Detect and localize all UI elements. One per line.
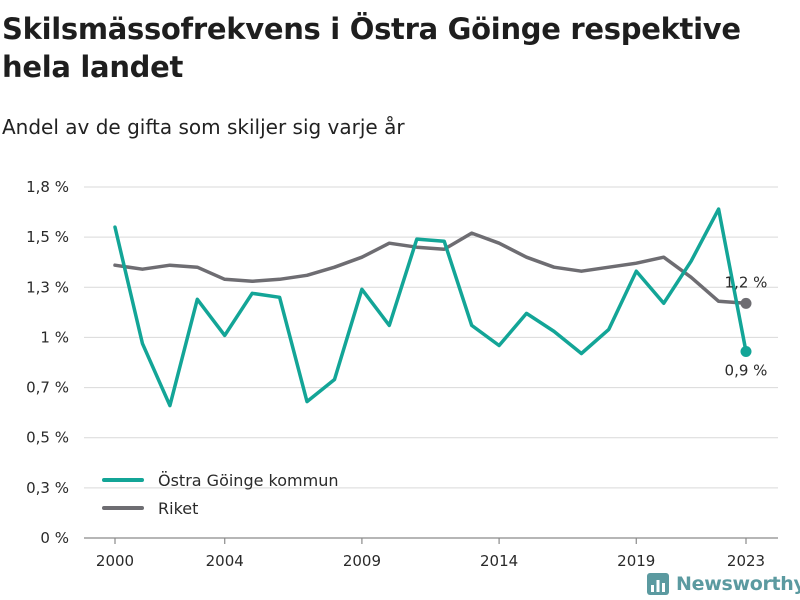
series-lines [113, 207, 752, 408]
y-tick-label: 1,8 % [26, 178, 69, 196]
grid-lines [84, 186, 778, 489]
legend-label: Riket [158, 499, 198, 518]
series-end-label: 1,2 % [725, 273, 768, 291]
y-tick-label: 0 % [40, 529, 69, 547]
legend-label: Östra Göinge kommun [158, 471, 338, 490]
newsworthy-logo: Newsworthy [646, 571, 800, 597]
series-line [113, 207, 748, 408]
series-end-point [740, 345, 752, 357]
x-tick-label: 2023 [727, 552, 765, 570]
y-tick-label: 0,5 % [26, 429, 69, 447]
x-tick-label: 2019 [617, 552, 655, 570]
x-tick-label: 2009 [343, 552, 381, 570]
series-end-point [740, 297, 752, 309]
y-axis-ticks: 0 % 0,3 % 0,5 % 0,7 % 1 % 1,3 % 1,5 % 1,8 % [26, 178, 69, 547]
end-labels: 0,9 % 1,2 % [725, 273, 768, 379]
chart-subtitle: Andel av de gifta som skiljer sig varje … [2, 115, 405, 139]
legend: Östra Göinge kommun Riket [102, 471, 338, 518]
x-tick-label: 2000 [96, 552, 134, 570]
x-tick-label: 2014 [480, 552, 518, 570]
y-tick-label: 1 % [40, 328, 69, 346]
x-tick-label: 2004 [206, 552, 244, 570]
bar-chart-logo-icon [647, 573, 669, 595]
y-tick-label: 0,3 % [26, 479, 69, 497]
chart-title: Skilsmässofrekvens i Östra Göinge respek… [2, 12, 741, 84]
brand-name: Newsworthy [676, 573, 800, 595]
x-axis: 2000 2004 2009 2014 2019 2023 [84, 537, 778, 570]
y-tick-label: 0,7 % [26, 379, 69, 397]
y-tick-label: 1,3 % [26, 278, 69, 296]
series-line [113, 231, 748, 306]
series-end-label: 0,9 % [725, 361, 768, 379]
y-tick-label: 1,5 % [26, 228, 69, 246]
